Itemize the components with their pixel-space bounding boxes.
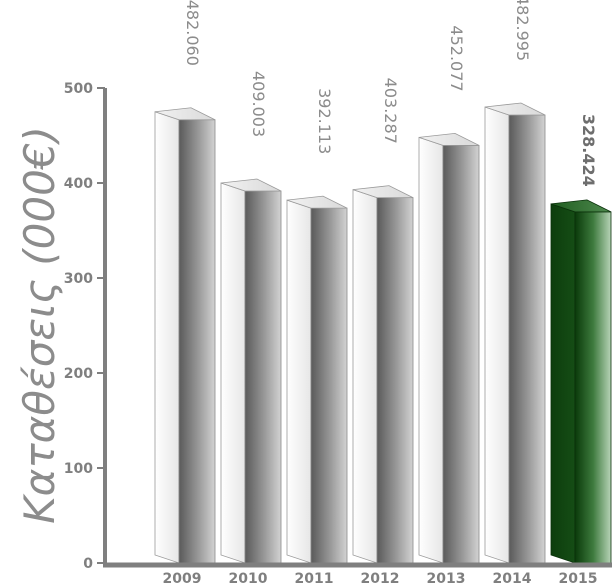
data-label: 482.060 <box>183 0 202 66</box>
bar-top-face <box>484 102 546 116</box>
bar-top-face <box>550 199 612 213</box>
bar <box>484 102 546 564</box>
bar <box>220 178 282 564</box>
data-labels: 482.060 409.003 392.113 403.287 452.077 482.9… <box>183 0 598 187</box>
bar-front-face <box>352 189 378 564</box>
bar-side-face <box>310 207 348 564</box>
bar-side-face <box>442 144 480 564</box>
y-tick-label: 500 <box>64 81 93 97</box>
bar <box>418 132 480 564</box>
bar-side-face <box>508 114 546 564</box>
bar <box>550 199 612 564</box>
x-tick-label: 2012 <box>361 571 400 587</box>
y-tick-label: 400 <box>64 176 93 192</box>
data-label: 482.995 <box>513 0 532 61</box>
y-tick-label: 0 <box>83 556 93 572</box>
y-axis-label: Καταθέσεις (000€) <box>15 126 64 524</box>
bar-front-face <box>418 136 444 564</box>
bar-top-face <box>154 107 216 121</box>
data-label: 452.077 <box>447 25 466 91</box>
bar-front-face <box>286 199 312 564</box>
bar-top-face <box>352 185 414 199</box>
bar-front-face <box>484 106 510 564</box>
data-label: 403.287 <box>381 78 400 144</box>
y-tick-label: 100 <box>64 461 93 477</box>
bar <box>154 107 216 564</box>
x-tick-label: 2013 <box>427 571 466 587</box>
bar-front-face <box>154 111 180 564</box>
bar-top-face <box>220 178 282 192</box>
y-tick-label: 300 <box>64 271 93 287</box>
x-tick-label: 2010 <box>229 571 268 587</box>
bar-side-face <box>244 190 282 564</box>
x-tick-label: 2015 <box>559 571 598 587</box>
bars <box>154 102 612 564</box>
bar-top-face <box>418 132 480 146</box>
data-label: 409.003 <box>249 71 268 137</box>
x-tick-label: 2009 <box>163 571 202 587</box>
data-label: 392.113 <box>315 88 334 154</box>
y-axis: 0 100 200 300 400 500 <box>64 81 107 572</box>
data-label: 328.424 <box>579 114 598 187</box>
bar-front-face <box>550 203 576 564</box>
bar <box>286 195 348 564</box>
x-tick-label: 2014 <box>493 571 532 587</box>
y-tick-label: 200 <box>64 366 93 382</box>
bar-top-face <box>286 195 348 209</box>
x-axis: 2009 2010 2011 2012 2013 2014 2015 <box>103 562 612 587</box>
bar-side-face <box>376 197 414 564</box>
x-tick-label: 2011 <box>295 571 334 587</box>
bar-front-face <box>220 182 246 564</box>
bar-side-face <box>574 211 612 564</box>
bar <box>352 185 414 564</box>
bar-side-face <box>178 119 216 564</box>
